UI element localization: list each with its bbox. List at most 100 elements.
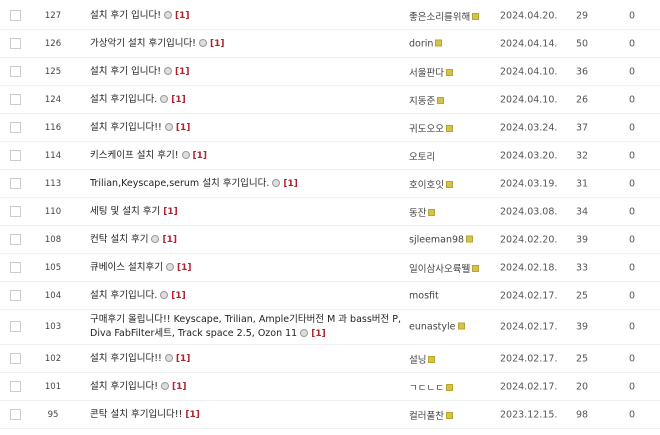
post-title-link[interactable]: 가상악기 설치 후기입니다! (90, 37, 196, 49)
author-name: 지동준 (409, 95, 436, 107)
comment-count[interactable]: [1] (283, 178, 298, 189)
view-count: 26 (575, 94, 589, 105)
like-count: 0 (628, 38, 636, 49)
member-level-icon (457, 322, 465, 330)
post-author[interactable]: 서울판다 (409, 65, 453, 79)
post-number: 108 (44, 234, 62, 245)
post-title-cell: 구매후기 올립니다!! Keyscape, Trilian, Ample기타버전… (90, 313, 408, 341)
row-checkbox[interactable] (10, 408, 21, 420)
post-title-cell: 설치 후기입니다! [1] (90, 380, 408, 394)
post-title-cell: 콘탁 설치 후기입니다!! [1] (90, 408, 408, 422)
table-row: 124 설치 후기입니다. [1] 지동준 2024.04.10. 26 0 (0, 86, 660, 114)
post-author[interactable]: mosfit (409, 290, 439, 301)
post-title-link[interactable]: 설치 후기입니다!! (90, 352, 162, 364)
post-title-cell: 설치 후기 입니다! [1] (90, 65, 408, 79)
post-number: 125 (44, 66, 62, 77)
row-checkbox[interactable] (10, 261, 21, 273)
post-author[interactable]: sjleeman98 (409, 234, 474, 245)
post-title-cell: 설치 후기입니다!! [1] (90, 121, 408, 135)
row-checkbox[interactable] (10, 9, 21, 21)
post-title-link[interactable]: 설치 후기 입니다! (90, 65, 162, 77)
comment-count[interactable]: [1] (192, 150, 208, 161)
table-row: 114 키스케이프 설치 후기! [1] 오토리 2024.03.20. 32 0 (0, 142, 660, 170)
post-author[interactable]: 컬러풀찬 (409, 408, 453, 422)
post-date: 2024.03.08. (500, 206, 558, 217)
post-title-link[interactable]: 설치 후기입니다! (90, 380, 159, 392)
post-title-link[interactable]: 구매후기 올립니다!! Keyscape, Trilian, Ample기타버전… (90, 314, 402, 339)
image-attachment-icon (164, 10, 173, 19)
post-title-link[interactable]: Trilian,Keyscape,serum 설치 후기입니다. (90, 177, 270, 189)
post-author[interactable]: dorin (409, 38, 443, 49)
post-title-link[interactable]: 세팅 및 설치 후기 (90, 205, 161, 217)
table-row: 108 컨탁 설치 후기 [1] sjleeman98 2024.02.20. 39 0 (0, 226, 660, 254)
post-title-link[interactable]: 콘탁 설치 후기입니다!! (90, 408, 183, 420)
post-title-link[interactable]: 설치 후기입니다!! (90, 121, 162, 133)
image-attachment-icon (160, 290, 169, 299)
post-author[interactable]: eunastyle (409, 322, 465, 333)
row-checkbox[interactable] (10, 321, 21, 332)
member-level-icon (472, 12, 480, 20)
post-title-cell: 설치 후기입니다!! [1] (90, 352, 408, 366)
post-number: 113 (44, 178, 62, 189)
post-title-link[interactable]: 설치 후기 입니다! (90, 9, 162, 21)
table-row: 116 설치 후기입니다!! [1] 귀도오오 2024.03.24. 37 0 (0, 114, 660, 142)
post-number: 103 (44, 322, 62, 332)
comment-count[interactable]: [1] (210, 38, 225, 49)
comment-count[interactable]: [1] (175, 66, 190, 77)
like-count: 0 (628, 353, 636, 364)
like-count: 0 (628, 178, 636, 189)
post-title-link[interactable]: 설치 후기입니다. (90, 289, 158, 301)
post-author[interactable]: 일이삼사오륙뛜 (409, 261, 480, 275)
row-checkbox[interactable] (10, 205, 21, 217)
image-attachment-icon (151, 234, 160, 243)
comment-count[interactable]: [1] (175, 10, 190, 21)
post-number: 102 (44, 353, 62, 364)
post-author[interactable]: 동잔 (409, 205, 436, 219)
post-number: 114 (44, 150, 62, 161)
comment-count[interactable]: [1] (175, 122, 191, 133)
row-checkbox[interactable] (10, 65, 21, 77)
member-level-icon (445, 411, 453, 419)
row-checkbox[interactable] (10, 352, 21, 364)
comment-count[interactable]: [1] (171, 290, 186, 301)
post-title-link[interactable]: 컨탁 설치 후기 (90, 233, 149, 245)
post-title-cell: 설치 후기입니다. [1] (90, 289, 408, 303)
comment-count[interactable]: [1] (162, 234, 177, 245)
comment-count[interactable]: [1] (163, 206, 178, 217)
post-date: 2024.04.20. (500, 10, 558, 21)
post-number: 95 (47, 409, 59, 420)
row-checkbox[interactable] (10, 121, 21, 133)
comment-count[interactable]: [1] (176, 262, 192, 273)
table-row: 125 설치 후기 입니다! [1] 서울판다 2024.04.10. 36 0 (0, 58, 660, 86)
row-checkbox[interactable] (10, 233, 21, 245)
image-attachment-icon (199, 38, 207, 47)
like-count: 0 (628, 10, 636, 21)
row-checkbox[interactable] (10, 37, 21, 49)
comment-count[interactable]: [1] (172, 381, 187, 392)
post-title-cell: 세팅 및 설치 후기 [1] (90, 205, 408, 219)
post-author[interactable]: 귀도오오 (409, 121, 453, 135)
post-title-link[interactable]: 설치 후기입니다. (90, 93, 158, 105)
image-attachment-icon (160, 94, 169, 103)
view-count: 50 (575, 38, 589, 49)
post-author[interactable]: ㄱㄷㄴㄷ (409, 380, 453, 394)
author-name: ㄱㄷㄴㄷ (409, 382, 444, 394)
comment-count[interactable]: [1] (185, 409, 200, 420)
row-checkbox[interactable] (10, 289, 21, 301)
row-checkbox[interactable] (10, 93, 21, 105)
comment-count[interactable]: [1] (171, 94, 186, 105)
comment-count[interactable]: [1] (175, 353, 191, 364)
row-checkbox[interactable] (10, 380, 21, 392)
post-title-link[interactable]: 키스케이프 설치 후기! (90, 149, 179, 161)
comment-count[interactable]: [1] (311, 329, 326, 339)
row-checkbox[interactable] (10, 177, 21, 189)
post-author[interactable]: 호이호잇 (409, 177, 453, 191)
post-author[interactable]: 오토리 (409, 149, 435, 163)
post-date: 2024.03.20. (500, 150, 558, 161)
post-title-link[interactable]: 큐베이스 설치후기 (90, 261, 163, 273)
row-checkbox[interactable] (10, 149, 21, 161)
post-author[interactable]: 설닝 (409, 352, 436, 366)
member-level-icon (466, 235, 474, 242)
post-author[interactable]: 좋은소리를위해 (409, 9, 480, 23)
post-author[interactable]: 지동준 (409, 93, 445, 107)
